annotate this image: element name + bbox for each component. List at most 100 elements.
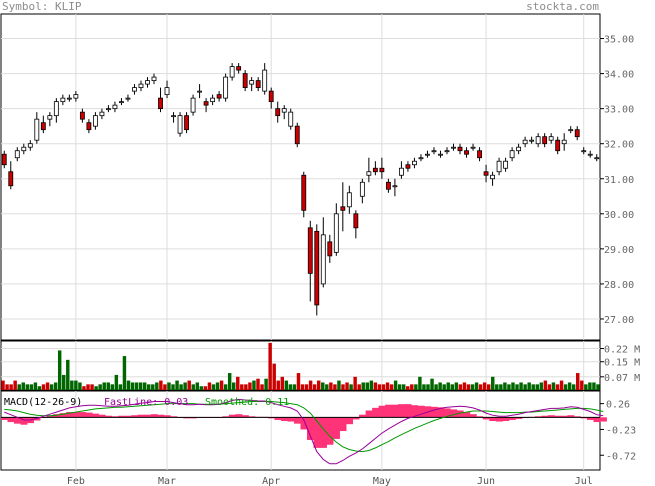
x-tick-label: Jun: [477, 476, 495, 486]
macd-histogram-bar: [469, 414, 477, 418]
candle-body: [106, 108, 111, 111]
candle-body: [522, 139, 528, 145]
volume-bar: [300, 384, 305, 390]
candle-body: [229, 66, 235, 78]
volume-bar: [288, 384, 293, 390]
volume-bar: [227, 373, 232, 390]
volume-bar: [458, 384, 463, 390]
volume-bar: [118, 384, 123, 390]
volume-bar: [292, 384, 297, 390]
candle-body: [21, 146, 27, 152]
volume-bar: [474, 382, 479, 390]
macd-histogram-bar: [144, 414, 152, 418]
macd-histogram-bar: [157, 414, 165, 418]
price-tick-label: 28.00: [604, 280, 634, 291]
volume-bar: [122, 356, 127, 390]
macd-histogram-bar: [482, 417, 490, 420]
candle-body: [92, 115, 98, 127]
volume-bar: [434, 384, 438, 390]
macd-histogram-bar: [333, 417, 340, 439]
candle-body: [327, 241, 333, 257]
macd-histogram-bar: [573, 416, 581, 418]
volume-bar: [90, 384, 94, 390]
price-tick-label: 31.00: [604, 175, 634, 186]
volume-bar: [414, 384, 418, 390]
candle-body: [470, 146, 476, 149]
macd-histogram-bar: [1, 417, 8, 420]
candle-body: [412, 160, 417, 166]
volume-bar: [142, 382, 147, 390]
candle-body: [132, 87, 137, 92]
volume-bar: [37, 386, 42, 390]
candle-body: [40, 122, 46, 131]
macd-histogram-bar: [365, 410, 373, 418]
volume-bar: [385, 382, 390, 390]
volume-bar: [321, 382, 325, 390]
volume-bar: [563, 384, 568, 390]
macd-smoothed-line: [4, 401, 604, 453]
macd-histogram-bar: [235, 414, 243, 418]
candle-body: [320, 234, 326, 285]
volume-bar: [70, 380, 74, 390]
macd-histogram-bar: [300, 417, 308, 430]
macd-histogram-bar: [248, 416, 256, 418]
macd-histogram-bar: [150, 414, 158, 418]
candle-body: [145, 80, 150, 85]
volume-bar: [110, 384, 115, 390]
volume-bar: [256, 378, 260, 390]
volume-bar: [482, 382, 487, 390]
volume-bar: [397, 384, 402, 390]
macd-histogram-bar: [274, 417, 282, 420]
macd-histogram-bar: [222, 416, 230, 418]
volume-bar: [248, 382, 252, 390]
panel-frame-0: [0, 13, 601, 341]
volume-bar: [361, 382, 365, 390]
macd-histogram-bar: [385, 404, 393, 418]
macd-histogram-bar: [105, 415, 113, 418]
candle-body: [346, 192, 352, 208]
volume-bar: [567, 382, 572, 390]
candle-body: [73, 94, 79, 99]
volume-bar: [203, 386, 208, 390]
macd-histogram-bar: [85, 412, 93, 418]
candle-body: [197, 90, 202, 93]
volume-bar: [495, 384, 499, 390]
x-tick-label: Apr: [262, 476, 280, 486]
volume-bar: [130, 382, 135, 390]
volume-bar: [381, 384, 386, 390]
volume-bar: [284, 380, 289, 390]
candle-body: [503, 160, 509, 169]
candle-body: [242, 73, 248, 89]
volume-bar: [175, 380, 179, 390]
candle-body: [66, 97, 72, 100]
volume-bar: [183, 382, 187, 390]
price-tick-label: 35.00: [604, 35, 634, 46]
macd-histogram-bar: [20, 417, 28, 425]
macd-histogram-bar: [163, 415, 171, 418]
volume-bar: [13, 380, 17, 390]
volume-bar: [240, 384, 244, 390]
candle-body: [372, 167, 378, 173]
candle-body: [268, 90, 274, 103]
candle-body: [203, 101, 209, 106]
panel-frame-1: [0, 340, 601, 391]
macd-histogram-bar: [59, 413, 67, 418]
volume-bar: [430, 378, 434, 390]
macd-histogram-bar: [495, 417, 503, 422]
volume-bar: [462, 382, 467, 390]
candle-body: [379, 167, 385, 173]
volume-bar: [62, 374, 66, 390]
volume-bar: [571, 384, 576, 390]
volume-bar: [592, 382, 596, 390]
volume-bar: [345, 382, 349, 390]
macd-histogram-bar: [79, 412, 87, 418]
candle-body: [340, 206, 346, 211]
volume-bar: [272, 363, 276, 390]
candle-body: [79, 111, 85, 120]
volume-bar: [369, 380, 374, 390]
candle-body: [60, 97, 66, 103]
candle-body: [333, 213, 339, 253]
macd-histogram-bar: [307, 417, 314, 440]
macd-histogram-bar: [346, 417, 353, 425]
